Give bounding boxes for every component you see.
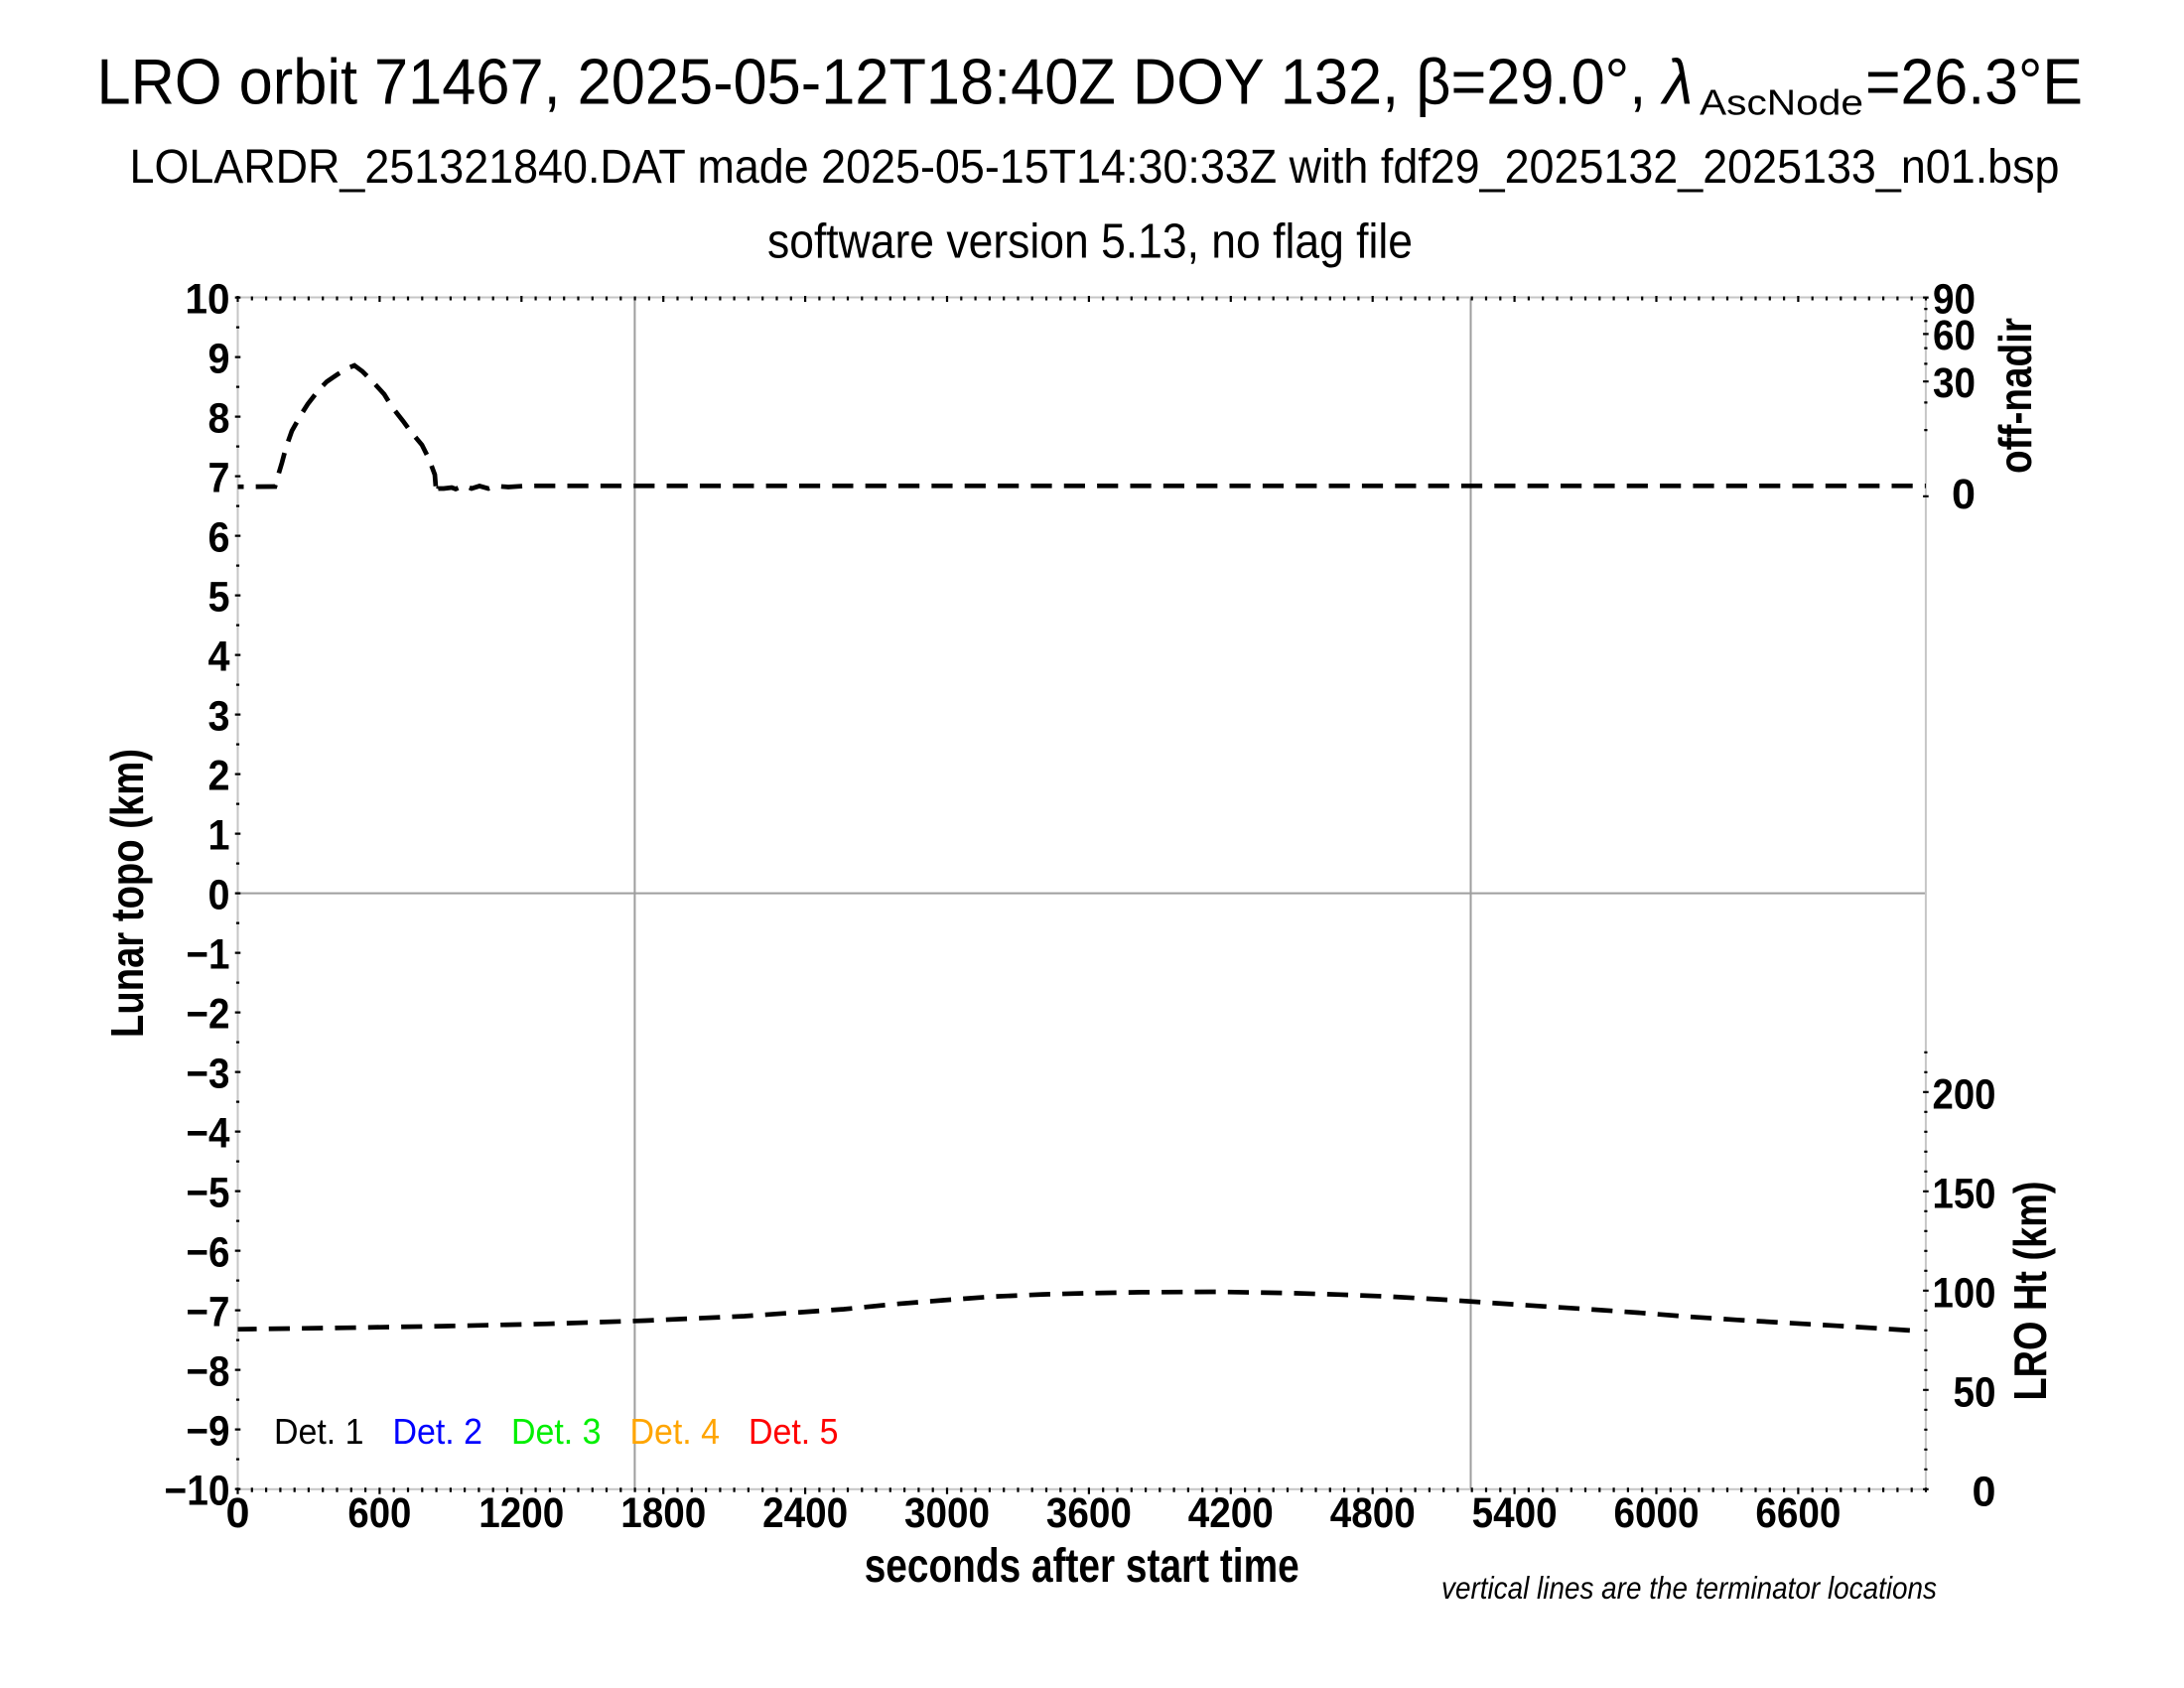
- svg-text:AscNode: AscNode: [1700, 82, 1863, 123]
- svg-text:=26.3°E: =26.3°E: [1865, 47, 2083, 118]
- svg-text:LRO orbit 71467, 2025-05-12T18: LRO orbit 71467, 2025-05-12T18:40Z DOY 1…: [97, 47, 1694, 118]
- svg-text:2400: 2400: [762, 1490, 848, 1537]
- svg-text:100: 100: [1933, 1271, 1996, 1318]
- svg-text:0: 0: [1973, 1470, 1996, 1516]
- svg-text:50: 50: [1954, 1370, 1996, 1417]
- svg-text:−3: −3: [187, 1052, 230, 1098]
- svg-text:Det. 4: Det. 4: [630, 1411, 721, 1452]
- svg-text:600: 600: [347, 1490, 411, 1537]
- svg-text:Det. 3: Det. 3: [511, 1411, 602, 1452]
- svg-text:Lunar topo (km): Lunar topo (km): [101, 749, 153, 1038]
- svg-text:6600: 6600: [1755, 1490, 1841, 1537]
- svg-text:−7: −7: [187, 1290, 230, 1336]
- svg-text:4800: 4800: [1330, 1490, 1416, 1537]
- svg-text:10: 10: [186, 277, 230, 324]
- svg-text:150: 150: [1933, 1172, 1996, 1218]
- svg-text:LOLARDR_251321840.DAT made 202: LOLARDR_251321840.DAT made 2025-05-15T14…: [130, 141, 2060, 194]
- svg-text:5400: 5400: [1472, 1490, 1558, 1537]
- svg-text:−1: −1: [187, 932, 230, 979]
- svg-text:30: 30: [1933, 360, 1976, 407]
- svg-text:Det. 1: Det. 1: [274, 1411, 364, 1452]
- svg-text:LRO Ht (km): LRO Ht (km): [2004, 1182, 2056, 1401]
- svg-text:200: 200: [1933, 1072, 1996, 1119]
- svg-text:−4: −4: [187, 1111, 230, 1158]
- svg-text:Det. 5: Det. 5: [749, 1411, 839, 1452]
- svg-text:60: 60: [1933, 313, 1976, 359]
- svg-text:1800: 1800: [620, 1490, 706, 1537]
- svg-text:90: 90: [1933, 276, 1976, 323]
- svg-text:6000: 6000: [1614, 1490, 1700, 1537]
- svg-text:7: 7: [208, 456, 230, 502]
- svg-text:3000: 3000: [904, 1490, 990, 1537]
- svg-text:0: 0: [208, 873, 230, 919]
- svg-text:0: 0: [1952, 472, 1976, 518]
- svg-text:off-nadir: off-nadir: [1989, 318, 2041, 474]
- svg-text:software version 5.13, no flag: software version 5.13, no flag file: [767, 215, 1413, 269]
- svg-text:−2: −2: [187, 992, 230, 1039]
- svg-text:0: 0: [226, 1490, 250, 1537]
- svg-text:vertical lines are the termina: vertical lines are the terminator locati…: [1441, 1570, 1937, 1606]
- svg-text:−9: −9: [187, 1409, 230, 1456]
- svg-text:−8: −8: [187, 1349, 230, 1396]
- svg-text:1200: 1200: [478, 1490, 564, 1537]
- svg-text:3600: 3600: [1046, 1490, 1132, 1537]
- svg-text:3: 3: [208, 694, 230, 741]
- svg-text:−10: −10: [165, 1469, 230, 1515]
- svg-text:1: 1: [208, 813, 230, 860]
- svg-text:4: 4: [208, 634, 230, 681]
- svg-text:9: 9: [208, 337, 230, 383]
- svg-text:8: 8: [208, 396, 230, 443]
- svg-text:−5: −5: [187, 1171, 230, 1217]
- svg-text:6: 6: [208, 515, 230, 562]
- svg-text:4200: 4200: [1188, 1490, 1274, 1537]
- svg-text:5: 5: [208, 575, 230, 622]
- svg-text:seconds after start time: seconds after start time: [865, 1540, 1299, 1593]
- svg-text:Det. 2: Det. 2: [393, 1411, 483, 1452]
- svg-text:−6: −6: [187, 1230, 230, 1277]
- svg-text:2: 2: [208, 754, 230, 800]
